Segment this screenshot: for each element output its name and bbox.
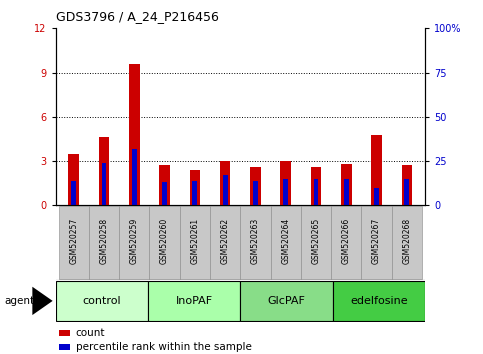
- Bar: [250, 167, 261, 205]
- Bar: [148, 280, 241, 321]
- Bar: [281, 161, 291, 205]
- Bar: [344, 179, 349, 205]
- Text: GSM520260: GSM520260: [160, 218, 169, 264]
- Bar: [241, 280, 333, 321]
- Bar: [361, 206, 392, 279]
- Text: InoPAF: InoPAF: [175, 296, 213, 306]
- Bar: [180, 206, 210, 279]
- Bar: [150, 206, 180, 279]
- Text: GlcPAF: GlcPAF: [268, 296, 305, 306]
- Bar: [220, 161, 230, 205]
- Text: GSM520263: GSM520263: [251, 218, 260, 264]
- Bar: [253, 181, 258, 205]
- Bar: [69, 154, 79, 205]
- Bar: [371, 135, 382, 205]
- Text: GSM520257: GSM520257: [69, 218, 78, 264]
- Bar: [99, 137, 109, 205]
- Text: count: count: [76, 328, 105, 338]
- Bar: [333, 280, 425, 321]
- Bar: [193, 181, 197, 205]
- Bar: [301, 206, 331, 279]
- Polygon shape: [32, 287, 53, 315]
- Bar: [311, 167, 321, 205]
- Text: percentile rank within the sample: percentile rank within the sample: [76, 342, 252, 352]
- Bar: [223, 175, 227, 205]
- Text: GSM520264: GSM520264: [281, 218, 290, 264]
- Text: GDS3796 / A_24_P216456: GDS3796 / A_24_P216456: [56, 10, 218, 23]
- Text: agent: agent: [5, 296, 35, 306]
- Bar: [89, 206, 119, 279]
- Bar: [56, 280, 148, 321]
- Bar: [210, 206, 240, 279]
- Text: GSM520259: GSM520259: [130, 218, 139, 264]
- Bar: [159, 166, 170, 205]
- Bar: [101, 163, 106, 205]
- Bar: [270, 206, 301, 279]
- Bar: [189, 170, 200, 205]
- Text: GSM520262: GSM520262: [221, 218, 229, 264]
- Text: GSM520261: GSM520261: [190, 218, 199, 264]
- Bar: [404, 179, 409, 205]
- Text: GSM520266: GSM520266: [342, 218, 351, 264]
- Text: GSM520265: GSM520265: [312, 218, 321, 264]
- Text: GSM520268: GSM520268: [402, 218, 412, 264]
- Bar: [162, 182, 167, 205]
- Bar: [313, 179, 318, 205]
- Bar: [401, 166, 412, 205]
- Bar: [331, 206, 361, 279]
- Bar: [129, 64, 140, 205]
- Text: edelfosine: edelfosine: [350, 296, 408, 306]
- Bar: [71, 181, 76, 205]
- Bar: [119, 206, 149, 279]
- Bar: [241, 206, 270, 279]
- Text: control: control: [83, 296, 121, 306]
- Bar: [341, 164, 352, 205]
- Bar: [284, 179, 288, 205]
- Bar: [59, 344, 71, 350]
- Bar: [59, 330, 71, 336]
- Bar: [132, 149, 137, 205]
- Text: GSM520258: GSM520258: [99, 218, 109, 264]
- Bar: [58, 206, 89, 279]
- Bar: [392, 206, 422, 279]
- Bar: [374, 188, 379, 205]
- Text: GSM520267: GSM520267: [372, 218, 381, 264]
